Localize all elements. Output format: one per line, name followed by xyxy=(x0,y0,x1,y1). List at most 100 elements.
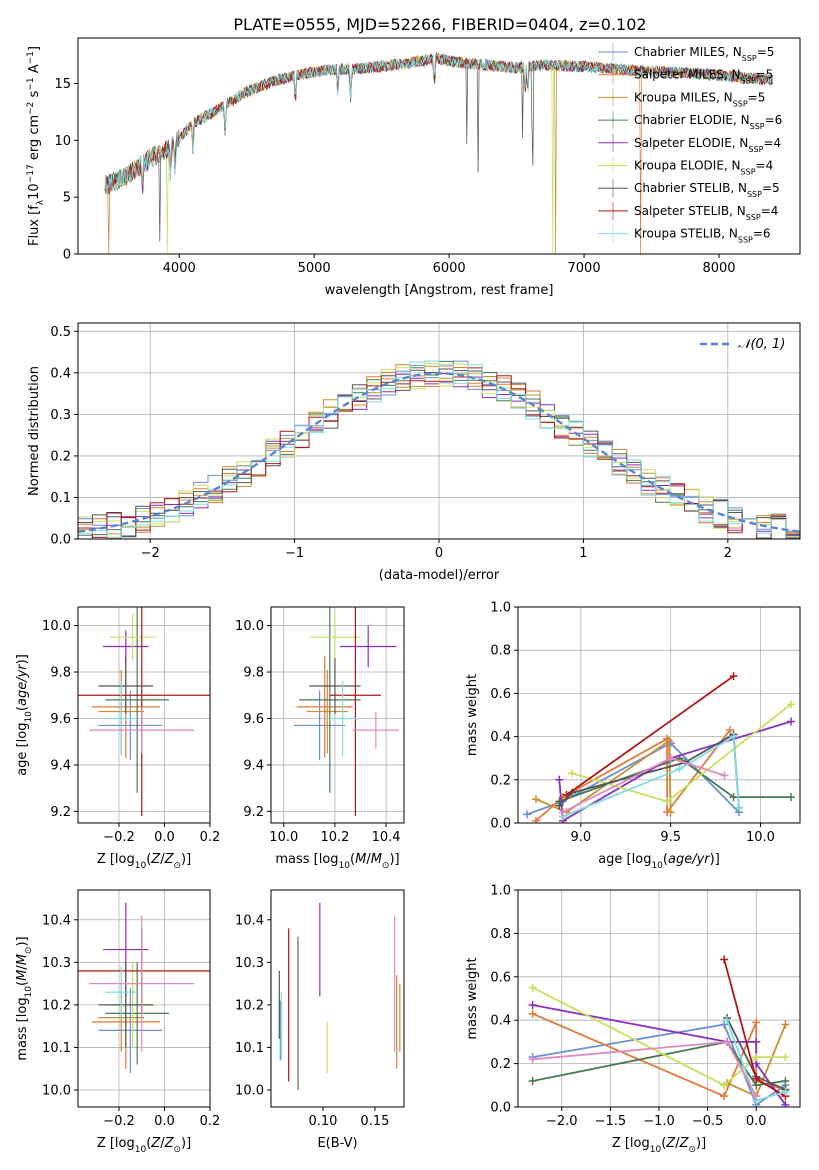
weight-marker-1-0 xyxy=(528,1009,537,1018)
y-tick-label: 1.0 xyxy=(490,884,511,899)
legend-label-8: Kroupa STELIB, NSSP=6 xyxy=(634,227,771,245)
y-axis-label-part: )] xyxy=(15,936,30,946)
x-axis-label-part: age/yr xyxy=(668,852,711,867)
plot-area xyxy=(522,672,796,823)
weight-marker-1-1 xyxy=(720,1092,729,1101)
y-axis-label-part: M xyxy=(15,970,30,981)
weight-marker-2-2 xyxy=(781,1020,790,1029)
legend-label-part: =4 xyxy=(756,159,774,173)
x-axis-label-part: )] xyxy=(696,1136,706,1151)
x-tick-label: 9.5 xyxy=(660,830,681,845)
legend-label-5: Kroupa ELODIE, NSSP=4 xyxy=(634,159,773,177)
axes-frame xyxy=(77,606,211,824)
x-axis-label-part: Z xyxy=(679,1136,690,1151)
y-axis-label-part: s xyxy=(27,90,42,101)
x-axis-label-part: / xyxy=(675,1136,680,1151)
weight-marker-8-2 xyxy=(729,732,738,741)
axes-frame xyxy=(270,606,405,824)
x-axis-label-part: 10 xyxy=(339,861,351,871)
x-tick-label: −0.5 xyxy=(692,1114,724,1129)
x-axis-label-part: / xyxy=(160,852,165,867)
legend-label-part: Chabrier MILES, N xyxy=(634,45,742,59)
x-axis-label-part: ⊙ xyxy=(173,861,181,871)
legend-label-part: Chabrier ELODIE, N xyxy=(634,113,750,127)
x-axis-label-part: Z [log xyxy=(97,852,135,867)
y-axis-label-part: −1 xyxy=(26,77,36,90)
y-axis-label-part: −17 xyxy=(26,164,36,183)
y-tick-label: 10.4 xyxy=(235,913,264,928)
x-axis-label-part: ( xyxy=(146,852,151,867)
weight-line-8 xyxy=(562,735,740,818)
legend-label-3: Chabrier ELODIE, NSSP=6 xyxy=(634,113,782,131)
legend-label-part: SSP xyxy=(742,54,757,63)
weight-marker-3-0 xyxy=(528,1076,537,1085)
legend-label-part: Kroupa ELODIE, N xyxy=(634,159,741,173)
x-axis-label: E(B-V) xyxy=(317,1136,357,1151)
weight-marker-3-2 xyxy=(729,793,738,802)
legend-label-part: SSP xyxy=(750,122,765,131)
x-axis-label-part: ( xyxy=(663,852,668,867)
weight-marker-8-3 xyxy=(734,803,743,812)
legend-label-part: Salpeter STELIB, N xyxy=(634,204,746,218)
plot-area xyxy=(78,360,800,539)
spectrum-line-2 xyxy=(104,54,774,254)
y-axis-label-part: M xyxy=(15,954,30,965)
x-axis-label-part: / xyxy=(366,852,371,867)
x-tick-label: −1.0 xyxy=(643,1114,675,1129)
legend-label-part: =6 xyxy=(753,227,771,241)
weight-marker-1-4 xyxy=(725,726,734,735)
legend-label-normal: 𝒩(0, 1) xyxy=(738,337,785,352)
weight-marker-1-2 xyxy=(752,1018,761,1027)
y-axis-label: age [log10(age/yr)] xyxy=(15,654,34,776)
x-axis-label-part: Z xyxy=(164,852,175,867)
normal-curve xyxy=(78,372,800,533)
y-axis-label-part: ] xyxy=(27,46,42,51)
y-tick-label: 10.3 xyxy=(42,956,71,971)
legend-label-part: SSP xyxy=(738,235,753,244)
x-axis-label-part: )] xyxy=(181,852,191,867)
plot-area xyxy=(78,902,210,1073)
x-tick-label: −2 xyxy=(141,546,160,561)
x-tick-label: 8000 xyxy=(702,261,735,276)
weight-marker-7-1 xyxy=(752,1074,761,1083)
weight-line-9 xyxy=(562,757,725,814)
y-axis-label-part: ( xyxy=(15,981,30,986)
x-axis-label-part: M xyxy=(355,852,366,867)
weight-marker-3-3 xyxy=(787,793,796,802)
weight-marker-5-0 xyxy=(528,983,537,992)
y-tick-label: 0.2 xyxy=(490,773,511,788)
x-axis-label-part: Z xyxy=(150,852,161,867)
weight-line-5 xyxy=(532,986,786,1087)
y-axis-label-part: 10 xyxy=(24,711,34,723)
weight-marker-9-2 xyxy=(752,1092,761,1101)
weight-marker-9-2 xyxy=(720,771,729,780)
x-tick-label: 0.15 xyxy=(360,1114,389,1129)
x-axis-label-part: mass [log xyxy=(275,852,338,867)
residuals-panel: −2 −1 0 1 2 0.0 0.1 0.2 0.3 0.4 0.5 (data-model)/er… xyxy=(27,322,801,583)
y-tick-label: 9.4 xyxy=(50,758,71,773)
weight-marker-7-0 xyxy=(720,955,729,964)
x-axis-label-part: ⊙ xyxy=(173,1145,181,1155)
legend-label-part: SSP xyxy=(747,190,762,199)
weight-marker-9-1 xyxy=(666,754,675,763)
x-axis-label-part: / xyxy=(160,1136,165,1151)
spectrum-line-1 xyxy=(104,53,774,254)
weight-marker-8-0 xyxy=(723,1016,732,1025)
spectrum-panel: 4000 5000 6000 7000 8000 0 5 10 15 wavelength [An… xyxy=(26,37,801,298)
y-tick-label: 0.3 xyxy=(50,408,71,423)
y-tick-label: 0.8 xyxy=(490,644,511,659)
x-tick-label: 10.4 xyxy=(372,830,401,845)
weight-marker-6-0 xyxy=(555,801,564,810)
x-tick-label: −1 xyxy=(285,546,304,561)
legend-label-part: Kroupa MILES, N xyxy=(634,90,733,104)
spectrum-line-5 xyxy=(104,53,774,254)
weight-line-0 xyxy=(526,741,740,816)
weight-marker-5-1 xyxy=(663,797,672,806)
plot-area xyxy=(78,607,210,817)
y-tick-label: 15 xyxy=(54,77,71,92)
x-axis-label-part: ( xyxy=(661,1136,666,1151)
x-tick-label: 5000 xyxy=(298,261,331,276)
axes-frame xyxy=(517,606,801,824)
weight-marker-9-0 xyxy=(528,1055,537,1064)
